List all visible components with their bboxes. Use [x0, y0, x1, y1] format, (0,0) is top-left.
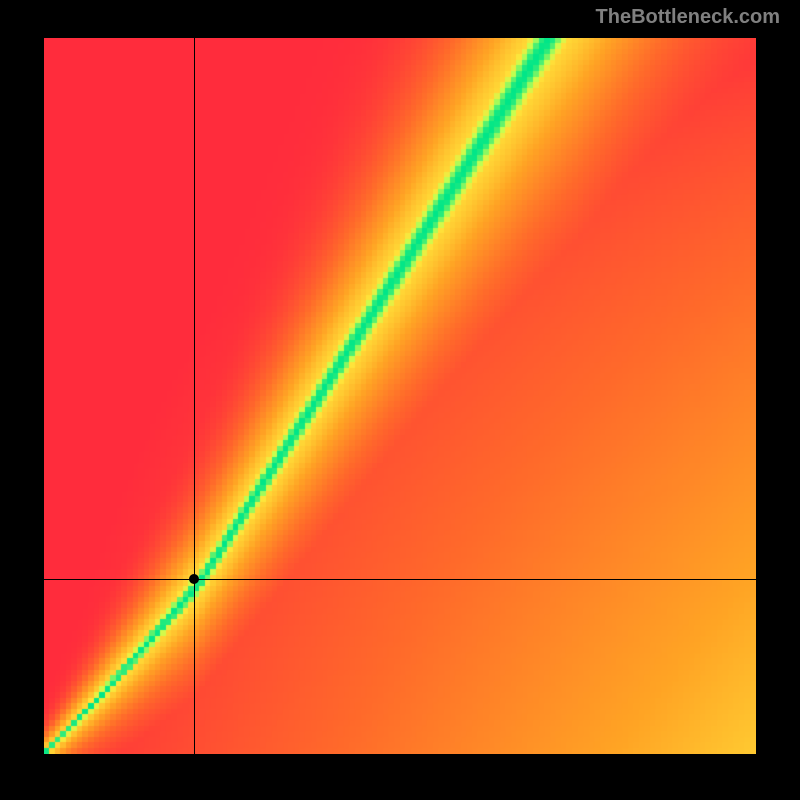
crosshair-vertical: [194, 38, 195, 754]
heatmap-canvas: [44, 38, 756, 754]
marker-point: [189, 574, 199, 584]
heatmap-plot: [44, 38, 756, 754]
crosshair-horizontal: [44, 579, 756, 580]
watermark-text: TheBottleneck.com: [596, 6, 780, 29]
